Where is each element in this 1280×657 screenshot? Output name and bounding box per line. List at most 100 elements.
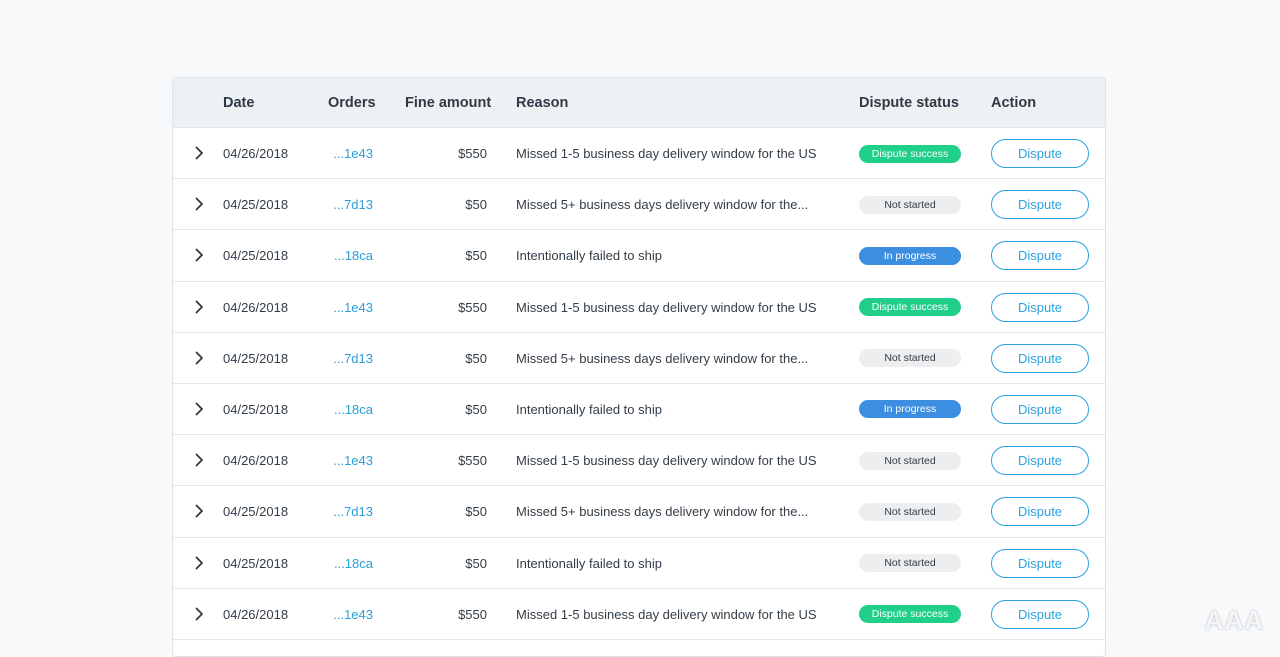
status-badge: In progress (859, 246, 961, 265)
fine-amount: $50 (465, 555, 487, 571)
row-date: 04/26/2018 (223, 453, 289, 469)
order-link[interactable]: ...18ca (333, 401, 373, 417)
fine-reason: Missed 5+ business days delivery window … (516, 504, 809, 520)
fine-reason: Missed 1-5 business day delivery window … (516, 146, 817, 161)
header-orders[interactable]: Orders (328, 95, 376, 111)
table-row[interactable]: 04/25/2018 ...7d13 $50 Missed 5+ business d… (173, 333, 1105, 384)
status-badge: Dispute success (859, 605, 961, 624)
status-cell: In progress (859, 230, 963, 281)
table-row[interactable]: 04/26/2018 ...1e43 $550 Missed 1-5 business… (173, 282, 1105, 333)
action-cell: Dispute (991, 589, 1091, 640)
fine-reason: Intentionally failed to ship (516, 248, 662, 264)
dispute-button[interactable]: Dispute (991, 139, 1089, 168)
fines-table: Date Orders Fine amount Reason Dispute s… (172, 77, 1106, 657)
order-link[interactable]: ...7d13 (333, 350, 373, 366)
chevron-right-icon (195, 197, 203, 211)
status-badge: Not started (859, 554, 961, 572)
table-row[interactable]: 04/26/2018 ...1e43 $550 Missed 1-5 business… (173, 128, 1105, 180)
header-fine-amount[interactable]: Fine amount (405, 95, 492, 111)
watermark-logo: AAA (1204, 605, 1264, 635)
order-link[interactable]: ...18ca (333, 248, 373, 264)
action-cell: Dispute (991, 282, 1091, 333)
dispute-button[interactable]: Dispute (991, 343, 1089, 373)
table-row[interactable]: 04/26/2018 ...1e43 $550 Missed 1-5 business… (173, 589, 1105, 640)
fine-amount: $50 (465, 350, 487, 366)
expand-row-toggle[interactable] (191, 435, 207, 486)
fine-amount: $50 (465, 401, 487, 417)
action-cell: Dispute (991, 486, 1091, 537)
fine-reason: Missed 5+ business days delivery window … (516, 350, 809, 366)
fine-amount: $550 (458, 299, 487, 315)
chevron-right-icon (195, 402, 203, 416)
table-row[interactable]: 04/25/2018 ...18ca $50 Intentionally failed… (173, 230, 1105, 282)
chevron-right-icon (195, 504, 203, 518)
expand-row-toggle[interactable] (191, 384, 207, 435)
order-link[interactable]: ...1e43 (333, 146, 373, 161)
row-date: 04/25/2018 (223, 401, 289, 417)
fine-amount: $550 (458, 453, 487, 469)
dispute-button[interactable]: Dispute (991, 548, 1089, 578)
status-badge: Dispute success (859, 298, 961, 317)
chevron-right-icon (195, 248, 203, 262)
order-link[interactable]: ...1e43 (333, 606, 373, 622)
order-link[interactable]: ...7d13 (333, 504, 373, 520)
dispute-button[interactable]: Dispute (991, 241, 1089, 271)
expand-row-toggle[interactable] (191, 538, 207, 589)
dispute-button[interactable]: Dispute (991, 292, 1089, 322)
action-cell: Dispute (991, 230, 1091, 281)
row-date: 04/26/2018 (223, 146, 289, 161)
fine-reason: Intentionally failed to ship (516, 401, 662, 417)
table-row[interactable]: 04/26/2018 ...1e43 $550 Missed 1-5 business… (173, 435, 1105, 487)
action-cell: Dispute (991, 538, 1091, 589)
fine-reason: Missed 1-5 business day delivery window … (516, 453, 817, 469)
dispute-button[interactable]: Dispute (991, 190, 1089, 220)
dispute-button[interactable]: Dispute (991, 394, 1089, 424)
row-date: 04/26/2018 (223, 299, 289, 315)
status-cell: Dispute success (859, 589, 963, 640)
header-dispute-status[interactable]: Dispute status (859, 95, 959, 111)
table-row[interactable]: 04/25/2018 ...18ca $50 Intentionally failed… (173, 384, 1105, 436)
status-cell: Not started (859, 179, 963, 230)
table-header: Date Orders Fine amount Reason Dispute s… (173, 78, 1105, 128)
action-cell: Dispute (991, 435, 1091, 486)
row-date: 04/25/2018 (223, 350, 289, 366)
dispute-button[interactable]: Dispute (991, 446, 1089, 476)
row-date: 04/25/2018 (223, 248, 289, 264)
fine-amount: $50 (465, 504, 487, 520)
expand-row-toggle[interactable] (191, 589, 207, 640)
expand-row-toggle[interactable] (191, 282, 207, 333)
status-cell: Not started (859, 486, 963, 537)
action-cell: Dispute (991, 179, 1091, 230)
dispute-button[interactable]: Dispute (991, 599, 1089, 629)
expand-row-toggle[interactable] (191, 333, 207, 384)
status-cell: Not started (859, 333, 963, 384)
header-action: Action (991, 95, 1037, 111)
status-cell: Not started (859, 435, 963, 486)
header-date[interactable]: Date (223, 95, 255, 111)
expand-row-toggle[interactable] (191, 486, 207, 537)
order-link[interactable]: ...7d13 (333, 197, 373, 213)
status-badge: Dispute success (859, 144, 961, 163)
order-link[interactable]: ...18ca (333, 555, 373, 571)
expand-row-toggle[interactable] (191, 230, 207, 281)
status-badge: Not started (859, 195, 961, 214)
order-link[interactable]: ...1e43 (333, 299, 373, 315)
order-link[interactable]: ...1e43 (333, 453, 373, 469)
row-date: 04/25/2018 (223, 555, 289, 571)
dispute-button[interactable]: Dispute (991, 497, 1089, 527)
action-cell: Dispute (991, 333, 1091, 384)
row-date: 04/25/2018 (223, 197, 289, 213)
row-date: 04/26/2018 (223, 606, 289, 622)
expand-row-toggle[interactable] (191, 179, 207, 230)
expand-row-toggle[interactable] (191, 128, 207, 179)
table-row[interactable]: 04/25/2018 ...7d13 $50 Missed 5+ business d… (173, 179, 1105, 231)
status-cell: Not started (859, 538, 963, 589)
header-reason[interactable]: Reason (516, 95, 569, 111)
table-row[interactable]: 04/25/2018 ...7d13 $50 Missed 5+ business d… (173, 486, 1105, 538)
table-body: 04/26/2018 ...1e43 $550 Missed 1-5 business… (173, 128, 1105, 640)
chevron-right-icon (195, 453, 203, 467)
status-cell: Dispute success (859, 128, 963, 179)
chevron-right-icon (195, 607, 203, 621)
fine-reason: Missed 1-5 business day delivery window … (516, 606, 817, 622)
table-row[interactable]: 04/25/2018 ...18ca $50 Intentionally failed… (173, 538, 1105, 589)
